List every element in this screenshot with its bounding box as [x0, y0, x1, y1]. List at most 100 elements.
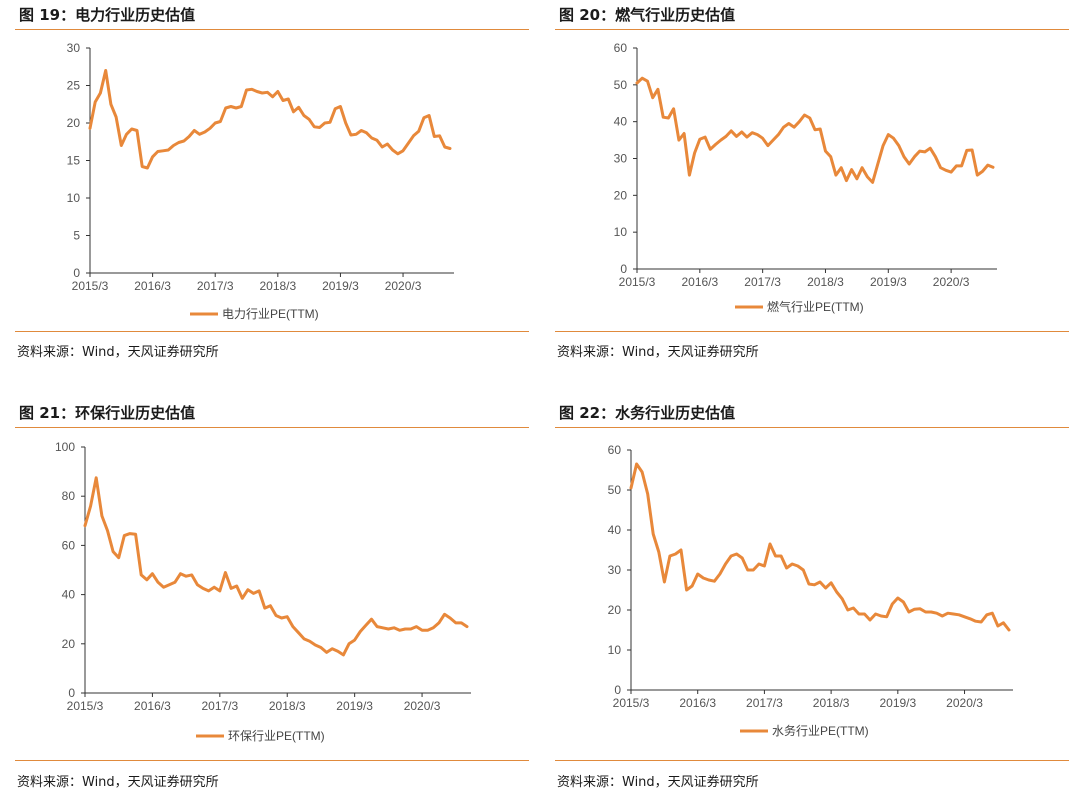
data-point	[280, 617, 282, 619]
data-point	[636, 82, 638, 84]
data-point	[678, 139, 680, 141]
data-point	[861, 167, 863, 169]
data-point	[151, 573, 153, 575]
data-point	[207, 590, 209, 592]
data-point	[798, 121, 800, 123]
y-tick-label: 20	[608, 603, 622, 617]
data-point	[141, 165, 143, 167]
data-point	[809, 117, 811, 119]
data-point	[992, 166, 994, 168]
data-point	[134, 533, 136, 535]
data-point	[418, 130, 420, 132]
y-tick-label: 50	[608, 483, 622, 497]
source-note: 资料来源：Wind，天风证券研究所	[557, 775, 759, 790]
data-point	[235, 107, 237, 109]
y-tick-label: 0	[614, 683, 621, 697]
data-point	[808, 583, 810, 585]
data-point	[720, 139, 722, 141]
data-point	[930, 611, 932, 613]
data-point	[708, 579, 710, 581]
line-chart-water: 0 10 20 30 40 50 60 2015/3 2016/3 2017/3 2018/3 201…	[608, 443, 1013, 738]
data-point	[125, 133, 127, 135]
data-point	[157, 150, 159, 152]
data-point	[674, 553, 676, 555]
data-point	[751, 132, 753, 134]
data-point	[763, 565, 765, 567]
legend-label: 环保行业PE(TTM)	[228, 729, 325, 743]
data-point	[292, 625, 294, 627]
data-point	[863, 613, 865, 615]
data-point	[908, 611, 910, 613]
x-tick-label: 2020/3	[933, 275, 970, 289]
data-point	[95, 477, 97, 479]
data-point	[286, 616, 288, 618]
source-divider	[15, 760, 529, 761]
data-point	[908, 163, 910, 165]
data-point	[709, 148, 711, 150]
data-point	[886, 616, 888, 618]
data-point	[209, 127, 211, 129]
data-point	[697, 573, 699, 575]
data-point	[802, 569, 804, 571]
series-line	[83, 476, 469, 657]
data-point	[735, 135, 737, 137]
data-point	[350, 134, 352, 136]
data-point	[247, 589, 249, 591]
data-point	[382, 627, 384, 629]
line-chart-power: 0 5 10 15 20 25 30 2015/3 2016/3 2017/3 2018/3 2019…	[67, 41, 454, 321]
data-point	[929, 147, 931, 149]
data-point	[136, 129, 138, 131]
data-point	[836, 591, 838, 593]
data-point	[282, 99, 284, 101]
line-chart-environmental: 0 20 40 60 80 100 2015/3 2016/3 2017/3 2018/3 2019…	[55, 440, 471, 743]
data-point	[969, 618, 971, 620]
data-point	[172, 144, 174, 146]
data-point	[123, 534, 125, 536]
data-point	[913, 156, 915, 158]
data-point	[178, 141, 180, 143]
x-tick-label: 2016/3	[134, 279, 171, 293]
data-point	[680, 549, 682, 551]
data-point	[162, 150, 164, 152]
data-point	[699, 138, 701, 140]
data-point	[84, 525, 86, 527]
data-point	[767, 144, 769, 146]
y-tick-label: 40	[614, 115, 628, 129]
data-point	[658, 551, 660, 553]
data-point	[840, 167, 842, 169]
data-point	[924, 611, 926, 613]
data-point	[339, 105, 341, 107]
title-divider	[15, 29, 529, 30]
data-point	[772, 139, 774, 141]
data-point	[761, 137, 763, 139]
y-tick-label: 0	[620, 262, 627, 276]
y-tick-label: 50	[614, 78, 628, 92]
data-point	[714, 143, 716, 145]
data-point	[157, 581, 159, 583]
data-point	[438, 622, 440, 624]
figure-title: 图 19：电力行业历史估值	[19, 6, 196, 24]
data-point	[331, 648, 333, 650]
x-tick-label: 2017/3	[201, 699, 238, 713]
data-point	[371, 137, 373, 139]
data-point	[129, 532, 131, 534]
data-point	[824, 587, 826, 589]
data-point	[774, 555, 776, 557]
data-point	[966, 149, 968, 151]
data-point	[898, 144, 900, 146]
data-point	[835, 174, 837, 176]
data-point	[432, 627, 434, 629]
data-point	[887, 133, 889, 135]
data-point	[146, 167, 148, 169]
figure-title: 图 21：环保行业历史估值	[19, 404, 196, 422]
data-point	[266, 91, 268, 93]
data-point	[325, 651, 327, 653]
x-tick-label: 2015/3	[72, 279, 109, 293]
data-point	[308, 118, 310, 120]
data-point	[874, 613, 876, 615]
data-point	[365, 132, 367, 134]
data-point	[236, 585, 238, 587]
data-point	[814, 129, 816, 131]
data-point	[449, 147, 451, 149]
data-point	[735, 553, 737, 555]
